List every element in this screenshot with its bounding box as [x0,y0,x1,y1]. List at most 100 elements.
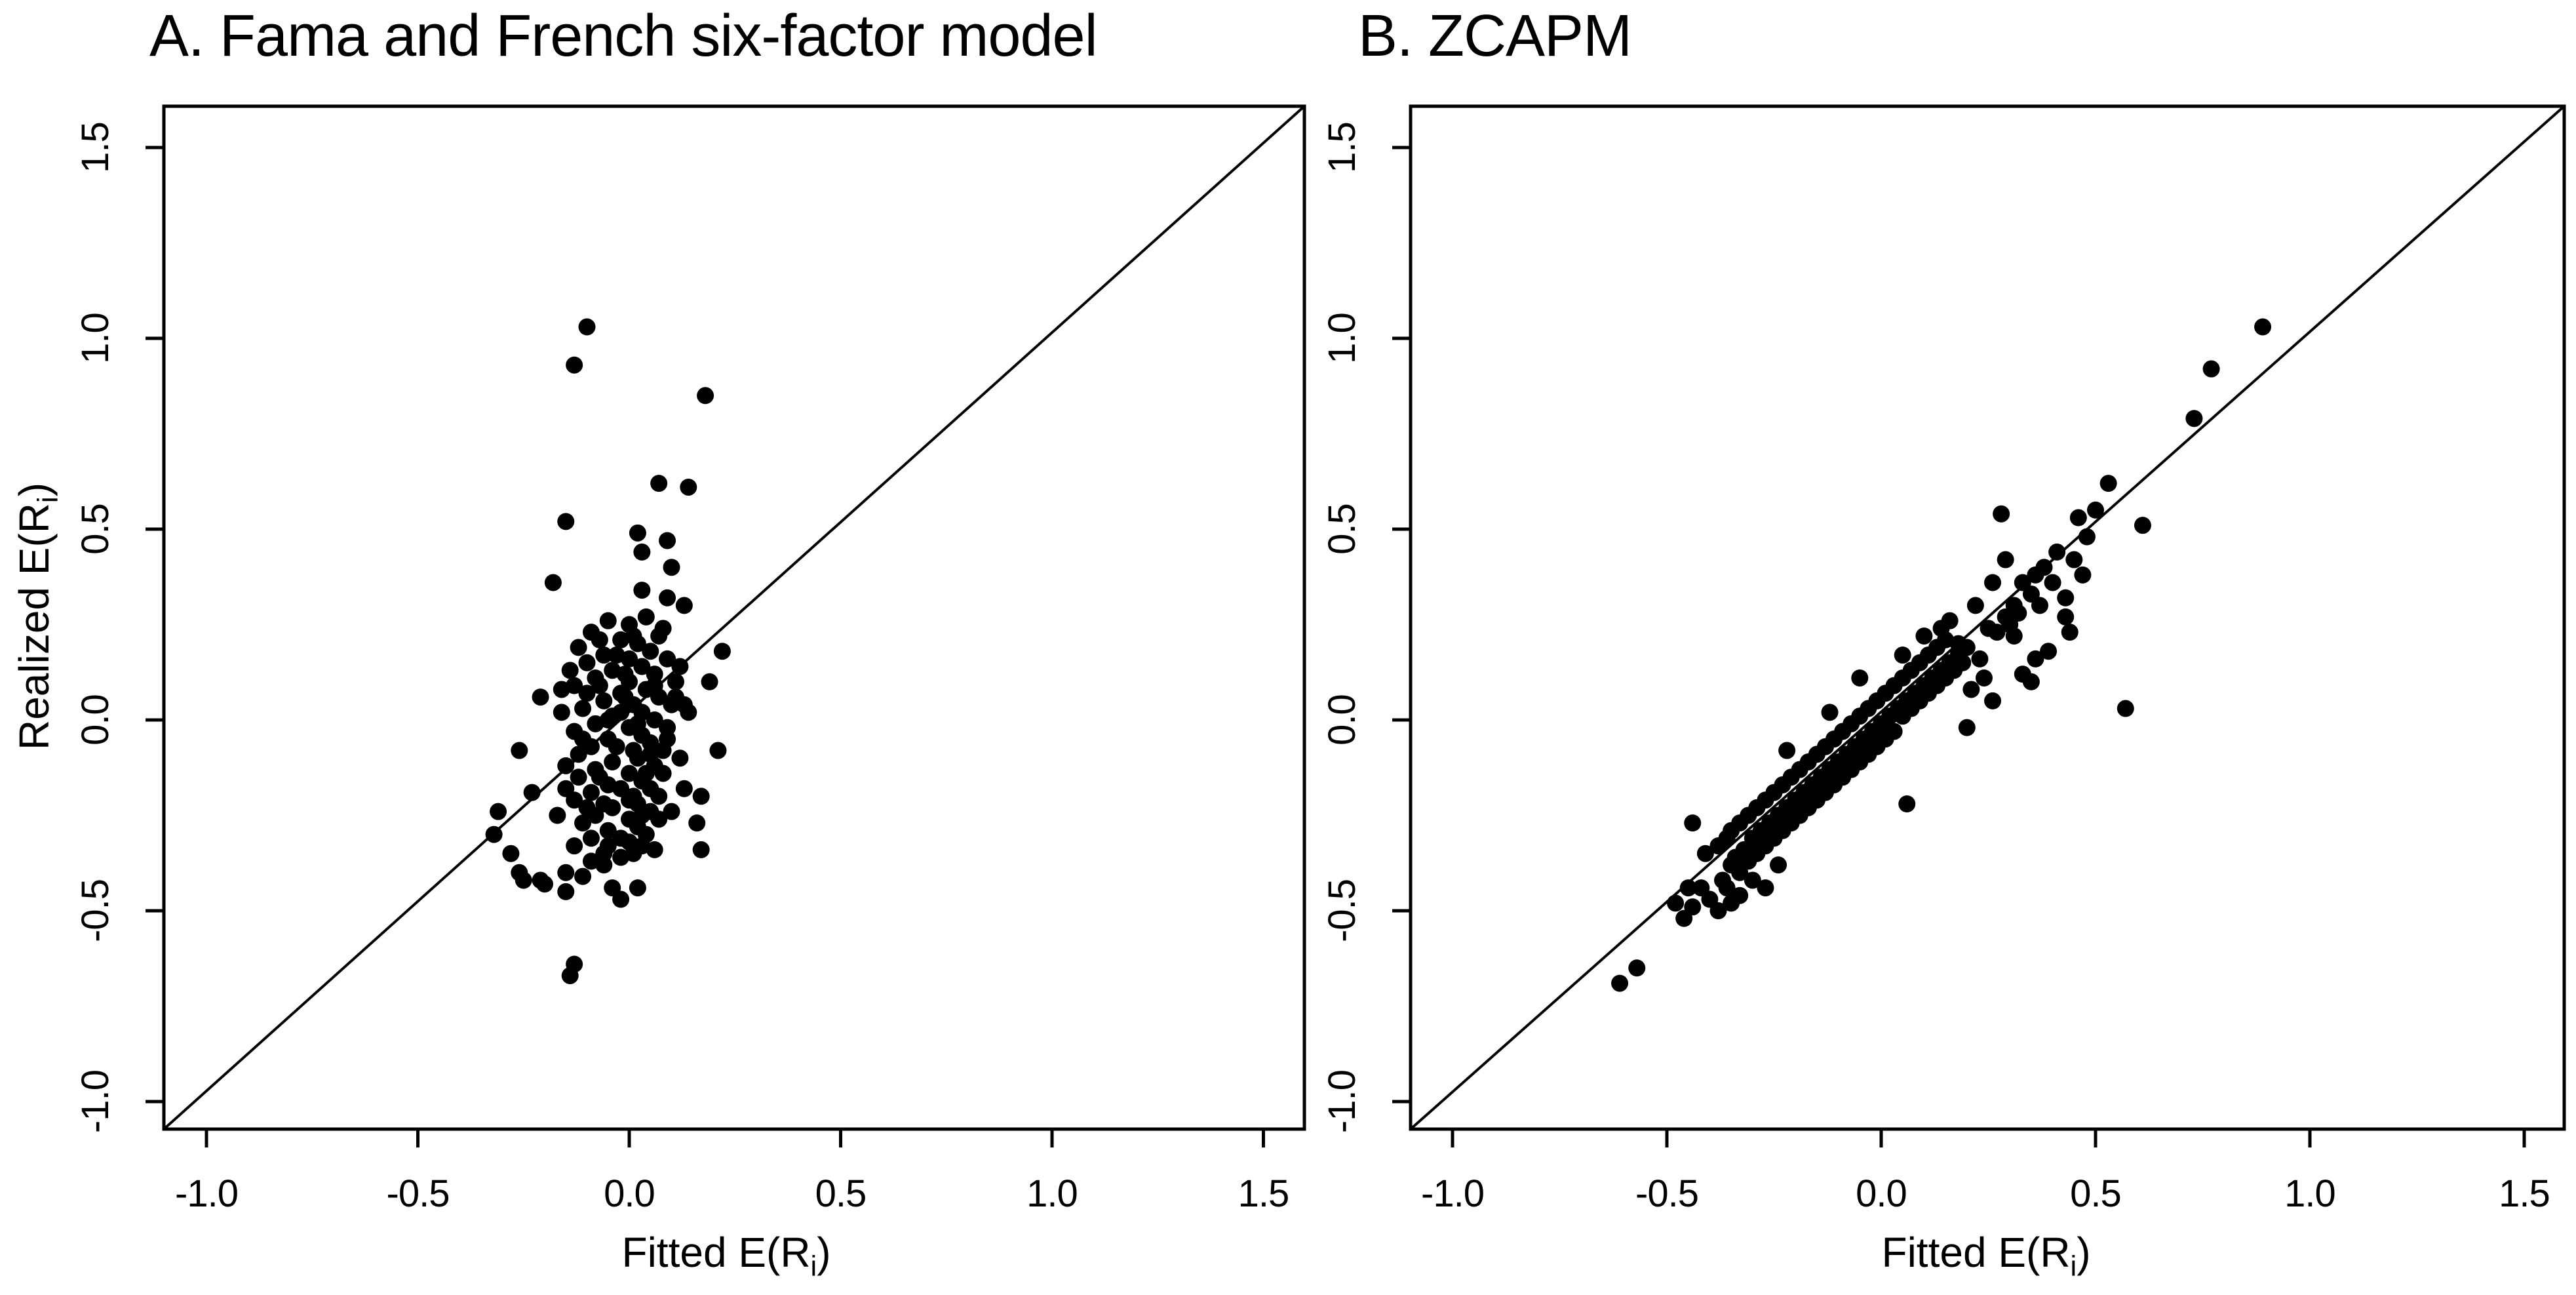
data-point [578,799,596,816]
data-point [595,692,613,709]
panel-a-x-axis-label-subscript: i [810,1250,817,1283]
data-point [490,803,507,820]
data-point [1744,871,1761,889]
data-point [1628,959,1646,977]
data-point [1962,681,1980,698]
data-point [2078,528,2096,546]
data-point [633,543,651,561]
data-point [621,791,638,809]
data-point [1997,551,2014,568]
data-point [2202,360,2220,378]
y-tick-label: -1.0 [1321,1070,1363,1133]
data-point [578,654,596,671]
data-point [2087,501,2104,519]
data-point [1718,879,1736,897]
data-point [2065,551,2083,568]
panel-b-x-axis-label-text: Fitted E(R [1881,1228,2071,1276]
data-point [2061,624,2078,641]
data-point [642,746,659,763]
panel-a-x-axis-label-text: Fitted E(R [621,1228,811,1276]
data-point [625,627,642,645]
data-point [582,829,600,847]
x-tick-label: -1.0 [175,1172,238,1215]
data-point [570,768,587,786]
data-point [1954,654,1972,671]
data-point [2044,574,2061,591]
data-point [1984,692,2002,709]
data-point [582,852,600,870]
data-point [604,753,621,771]
data-point [659,532,676,549]
data-point [650,475,668,492]
data-point [604,879,621,897]
data-point [1757,879,1774,897]
y-tick-label: 1.5 [1321,122,1363,173]
data-point [1723,894,1740,912]
data-point [692,787,710,805]
panel-a-title: A. Fama and French six-factor model [149,3,1098,69]
data-point [1611,974,1629,992]
data-point [599,822,617,839]
data-point [561,966,579,984]
data-point [561,662,579,679]
data-point [2014,574,2031,591]
x-tick-label: 1.5 [1238,1172,1289,1215]
data-point [570,639,587,656]
data-point [650,787,668,805]
data-point [1684,814,1702,832]
data-point [578,318,596,336]
data-point [511,742,528,759]
data-point [2185,410,2203,428]
data-point [625,845,642,862]
x-tick-label: -1.0 [1421,1172,1484,1215]
data-point [667,688,684,706]
data-point [646,711,663,728]
data-point [709,742,727,759]
x-tick-label: 0.5 [815,1172,867,1215]
data-point [2134,517,2151,534]
data-point [629,879,646,897]
data-point [2048,543,2066,561]
y-axis-label: Realized E(Ri) [10,483,64,750]
data-point [599,837,617,855]
data-point [713,643,731,660]
panel-b-title: B. ZCAPM [1358,3,1632,69]
data-point [599,612,617,629]
data-point [2057,608,2075,626]
data-point [591,631,608,648]
y-tick-label: 1.0 [74,313,117,364]
data-point [688,814,706,832]
y-tick-label: 0.5 [74,504,117,555]
data-point [574,730,592,748]
y-axis-label-subscript: i [32,496,64,503]
data-point [1709,902,1727,919]
data-point [549,807,566,824]
data-point [1684,898,1702,916]
y-tick-label: 1.0 [1321,313,1363,364]
data-point [1894,647,1911,664]
data-point [553,704,570,721]
data-point [2057,589,2075,607]
panel-b-x-axis-label-close: ) [2077,1228,2091,1276]
data-point [578,685,596,702]
x-tick-label: 0.0 [604,1172,655,1215]
data-point [621,765,638,782]
x-tick-label: -0.5 [1635,1172,1698,1215]
data-point [701,673,718,690]
data-point [1885,723,1903,740]
data-point [1898,795,1916,813]
data-point [574,700,592,717]
data-point [523,784,541,801]
data-point [1932,620,1950,637]
data-point [1778,742,1796,759]
data-point [1988,624,2006,641]
y-tick-label: 0.0 [74,694,117,746]
data-point [1696,845,1714,862]
data-point [671,749,689,767]
data-point [633,807,651,824]
data-point [574,867,592,885]
y-tick-label: -1.0 [74,1070,117,1133]
data-point [532,688,549,706]
data-point [1993,505,2010,523]
